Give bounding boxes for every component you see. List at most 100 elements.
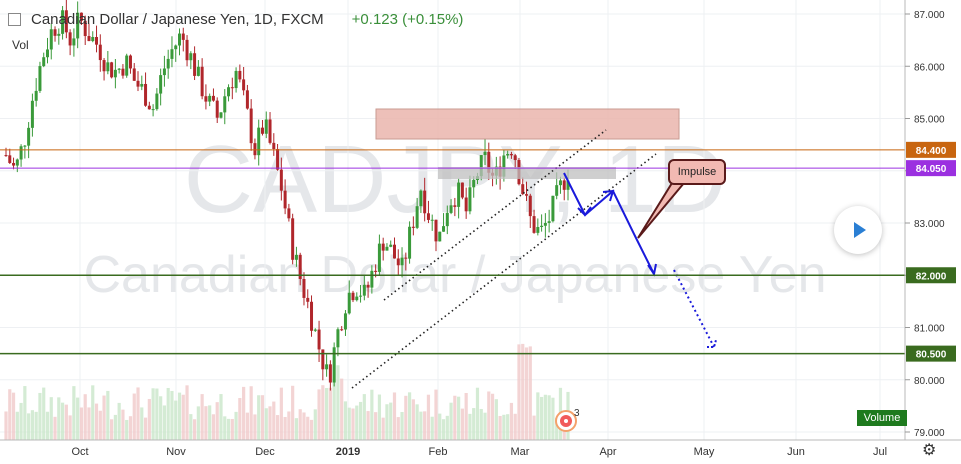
volume-bar bbox=[502, 414, 506, 440]
volume-bar bbox=[291, 385, 295, 440]
volume-bar bbox=[351, 408, 355, 440]
volume-bar bbox=[404, 395, 408, 440]
candle-body bbox=[540, 225, 544, 227]
candle-body bbox=[547, 221, 551, 223]
volume-bar bbox=[389, 402, 393, 440]
candle-body bbox=[359, 295, 363, 297]
volume-bar bbox=[528, 346, 532, 440]
candle-body bbox=[362, 284, 366, 296]
volume-bar bbox=[539, 396, 544, 440]
volume-bar bbox=[506, 414, 510, 440]
candle-body bbox=[294, 254, 298, 260]
volume-bar bbox=[60, 402, 65, 440]
volume-bar bbox=[57, 397, 61, 440]
candle-body bbox=[208, 95, 212, 102]
candle-body bbox=[276, 149, 280, 170]
candle-body bbox=[113, 69, 117, 78]
candle-body bbox=[279, 169, 283, 191]
volume-bar bbox=[551, 397, 555, 440]
volume-bar bbox=[204, 406, 208, 440]
volume-bar bbox=[411, 399, 415, 440]
candle-body bbox=[53, 29, 57, 36]
candle-body bbox=[42, 57, 46, 67]
volume-bar bbox=[53, 416, 57, 440]
price-levels bbox=[0, 149, 905, 355]
volume-bar bbox=[374, 412, 378, 440]
volume-bar bbox=[483, 412, 487, 440]
volume-bar bbox=[419, 411, 423, 440]
play-button[interactable] bbox=[834, 206, 882, 254]
volume-bar bbox=[102, 395, 106, 440]
candle-body bbox=[509, 154, 513, 156]
volume-bar bbox=[487, 391, 491, 440]
candle-body bbox=[268, 119, 272, 143]
candle-body bbox=[468, 187, 472, 212]
volume-bar bbox=[536, 392, 540, 440]
event-badge-count: 3 bbox=[574, 408, 580, 419]
volume-bar bbox=[189, 414, 193, 440]
candle-body bbox=[238, 70, 242, 80]
candle-body bbox=[287, 208, 291, 219]
price-tick-label: 87.000 bbox=[914, 10, 945, 21]
candle-body bbox=[19, 146, 23, 160]
candle-body bbox=[562, 180, 566, 190]
volume-badge[interactable]: Volume bbox=[857, 410, 907, 426]
candle-body bbox=[110, 62, 114, 78]
volume-bar bbox=[509, 402, 514, 440]
candle-body bbox=[423, 190, 427, 214]
candle-body bbox=[174, 45, 178, 50]
volume-bar bbox=[377, 394, 382, 440]
price-change: +0.123 (+0.15%) bbox=[351, 10, 464, 28]
volume-bar bbox=[200, 394, 204, 440]
candle-body bbox=[219, 112, 223, 118]
volume-bar bbox=[317, 389, 321, 440]
candle-body bbox=[204, 96, 208, 102]
candle-body bbox=[264, 119, 268, 134]
symbol-title[interactable]: Canadian Dollar / Japanese Yen, 1D, FXCM bbox=[31, 10, 324, 28]
candle-body bbox=[558, 180, 562, 186]
candle-body bbox=[155, 93, 159, 110]
impulse-callout[interactable]: Impulse bbox=[668, 159, 726, 185]
event-badge[interactable]: 3 bbox=[555, 408, 580, 432]
time-axis[interactable] bbox=[0, 440, 905, 464]
volume-bar bbox=[106, 390, 110, 440]
candle-body bbox=[4, 155, 8, 157]
candle-body bbox=[12, 162, 16, 166]
candle-body bbox=[434, 219, 438, 242]
candle-body bbox=[381, 243, 385, 251]
candle-body bbox=[392, 244, 396, 259]
candle-body bbox=[502, 155, 506, 177]
time-tick-label: Feb bbox=[429, 446, 448, 458]
candle-body bbox=[442, 226, 446, 232]
candle-body bbox=[38, 66, 42, 91]
candle-body bbox=[396, 258, 400, 266]
volume-bar bbox=[68, 415, 72, 440]
collapse-icon[interactable] bbox=[8, 12, 21, 26]
candle-body bbox=[438, 231, 442, 242]
volume-bar bbox=[192, 419, 197, 440]
candle-body bbox=[249, 108, 253, 144]
volume-indicator-label[interactable]: Vol bbox=[12, 38, 29, 52]
volume-bar bbox=[517, 344, 521, 440]
projection-arrowhead bbox=[647, 263, 657, 277]
candle-body bbox=[91, 37, 95, 42]
volume-bar bbox=[245, 412, 249, 440]
level-tag-label: 80.500 bbox=[916, 350, 947, 361]
candles bbox=[4, 0, 570, 391]
volume-bar bbox=[275, 415, 280, 440]
candle-body bbox=[189, 53, 193, 61]
volume-bar bbox=[498, 415, 502, 440]
volume-bar bbox=[147, 398, 151, 440]
price-axis[interactable] bbox=[905, 0, 961, 440]
volume-bar bbox=[45, 411, 50, 440]
volume-bar bbox=[230, 418, 234, 440]
gear-icon[interactable]: ⚙ bbox=[922, 442, 937, 459]
volume-bar bbox=[174, 400, 178, 440]
candle-body bbox=[306, 297, 310, 302]
candle-body bbox=[211, 95, 215, 101]
candle-body bbox=[457, 182, 461, 207]
volume-bar bbox=[392, 392, 397, 440]
candle-body bbox=[128, 55, 132, 69]
candle-body bbox=[321, 349, 325, 370]
